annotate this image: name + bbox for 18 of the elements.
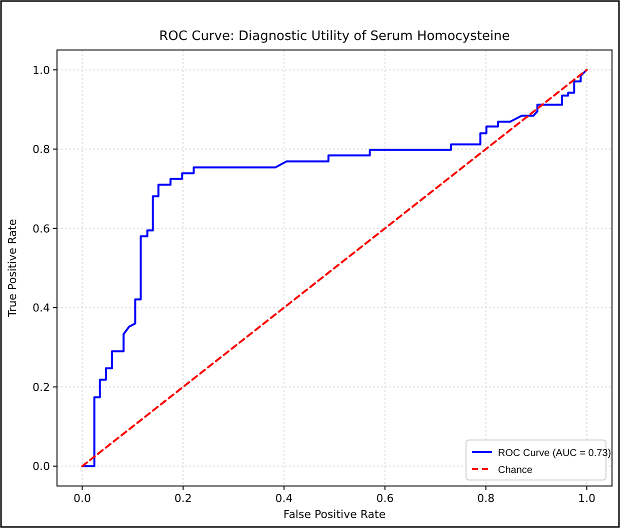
x-tick-label: 0.0 [73, 492, 91, 505]
chart-title: ROC Curve: Diagnostic Utility of Serum Homocysteine [159, 29, 510, 44]
y-tick-label: 0.4 [32, 302, 50, 315]
y-tick-label: 0.2 [32, 380, 50, 394]
x-tick-label: 0.4 [275, 492, 293, 505]
legend-label: Chance [498, 465, 533, 476]
x-tick-label: 1.0 [578, 492, 596, 505]
y-tick-label: 0.6 [32, 222, 50, 236]
x-tick-label: 0.2 [174, 492, 192, 505]
x-tick-label: 0.8 [477, 492, 495, 505]
y-tick-label: 0.8 [32, 143, 50, 156]
y-axis-title: True Positive Rate [6, 218, 19, 318]
y-tick-label: 1.0 [32, 64, 50, 77]
y-tick-label: 0.0 [32, 460, 50, 474]
x-axis-title: False Positive Rate [283, 508, 386, 521]
x-tick-label: 0.6 [376, 492, 394, 505]
line-series [81, 68, 588, 468]
legend-label: ROC Curve (AUC = 0.73) [498, 448, 612, 459]
